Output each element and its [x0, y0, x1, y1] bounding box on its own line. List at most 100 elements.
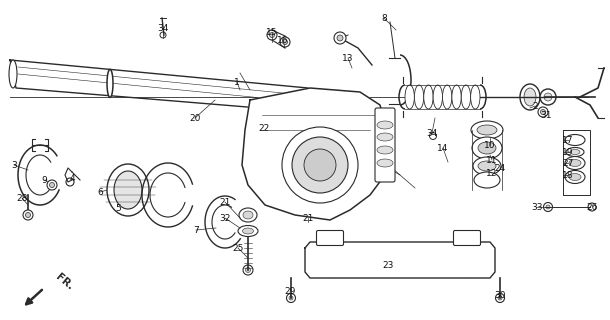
- Text: 4: 4: [69, 173, 75, 182]
- Ellipse shape: [114, 171, 142, 209]
- Circle shape: [243, 265, 253, 275]
- Text: 31: 31: [540, 110, 552, 119]
- Ellipse shape: [107, 69, 113, 97]
- FancyBboxPatch shape: [453, 230, 481, 245]
- Text: 8: 8: [381, 13, 387, 22]
- Ellipse shape: [520, 84, 540, 110]
- Ellipse shape: [268, 161, 282, 170]
- Ellipse shape: [474, 172, 500, 188]
- Circle shape: [245, 268, 251, 273]
- Text: 14: 14: [437, 143, 449, 153]
- Circle shape: [462, 234, 472, 243]
- Text: 29: 29: [284, 287, 296, 297]
- Ellipse shape: [471, 121, 503, 139]
- Ellipse shape: [243, 211, 253, 219]
- Circle shape: [287, 293, 295, 302]
- Text: 24: 24: [494, 164, 506, 172]
- Circle shape: [498, 296, 502, 300]
- Text: 34: 34: [157, 23, 169, 33]
- Ellipse shape: [433, 85, 442, 109]
- Text: 6: 6: [97, 188, 103, 196]
- Ellipse shape: [424, 85, 433, 109]
- FancyBboxPatch shape: [317, 230, 343, 245]
- Ellipse shape: [9, 60, 17, 88]
- Text: 3: 3: [11, 161, 17, 170]
- Circle shape: [304, 149, 336, 181]
- Text: 18: 18: [562, 171, 574, 180]
- Ellipse shape: [414, 85, 424, 109]
- Circle shape: [326, 234, 334, 243]
- FancyBboxPatch shape: [375, 108, 395, 182]
- Ellipse shape: [477, 125, 497, 135]
- Ellipse shape: [238, 226, 258, 236]
- Circle shape: [267, 30, 277, 40]
- Text: 34: 34: [426, 129, 438, 138]
- Text: 25: 25: [232, 244, 243, 252]
- Text: 1: 1: [234, 77, 240, 86]
- Text: 10: 10: [484, 140, 496, 149]
- Circle shape: [23, 210, 33, 220]
- Text: 20: 20: [189, 114, 201, 123]
- Circle shape: [270, 33, 274, 37]
- Ellipse shape: [565, 171, 585, 183]
- Ellipse shape: [405, 85, 414, 109]
- Text: 19: 19: [562, 148, 574, 156]
- Ellipse shape: [452, 85, 461, 109]
- Circle shape: [546, 205, 550, 209]
- Circle shape: [292, 137, 348, 193]
- Circle shape: [544, 203, 553, 212]
- Ellipse shape: [377, 159, 393, 167]
- Text: 23: 23: [382, 260, 393, 269]
- Text: 7: 7: [193, 226, 199, 235]
- Circle shape: [540, 89, 556, 105]
- Ellipse shape: [569, 159, 581, 166]
- Ellipse shape: [570, 149, 580, 155]
- Circle shape: [280, 37, 290, 47]
- Circle shape: [429, 132, 437, 140]
- Circle shape: [160, 32, 166, 38]
- Ellipse shape: [473, 157, 501, 175]
- Text: 17: 17: [562, 135, 574, 145]
- Text: 22: 22: [259, 124, 270, 132]
- Text: 21: 21: [220, 197, 231, 206]
- Circle shape: [49, 182, 54, 188]
- Ellipse shape: [461, 85, 471, 109]
- Text: 32: 32: [220, 213, 231, 222]
- Text: 27: 27: [562, 158, 573, 167]
- Circle shape: [258, 121, 272, 135]
- Text: 13: 13: [342, 53, 354, 62]
- Circle shape: [495, 293, 504, 302]
- Ellipse shape: [243, 228, 254, 234]
- Text: 5: 5: [115, 204, 121, 212]
- Ellipse shape: [107, 164, 149, 216]
- Ellipse shape: [377, 146, 393, 154]
- Text: 15: 15: [266, 28, 278, 36]
- Circle shape: [66, 178, 74, 186]
- Circle shape: [282, 39, 287, 44]
- Polygon shape: [305, 242, 495, 278]
- Ellipse shape: [471, 85, 480, 109]
- Circle shape: [289, 296, 293, 300]
- Circle shape: [544, 93, 552, 101]
- Ellipse shape: [377, 133, 393, 141]
- Ellipse shape: [565, 156, 585, 170]
- Ellipse shape: [442, 85, 452, 109]
- Ellipse shape: [569, 173, 581, 180]
- Circle shape: [540, 109, 545, 115]
- Ellipse shape: [524, 88, 536, 106]
- Ellipse shape: [478, 161, 496, 171]
- Text: 30: 30: [494, 291, 506, 300]
- Circle shape: [47, 180, 57, 190]
- Circle shape: [588, 203, 596, 211]
- Text: 12: 12: [486, 169, 498, 178]
- Text: 26: 26: [586, 203, 598, 212]
- Text: 33: 33: [531, 203, 543, 212]
- Ellipse shape: [377, 121, 393, 129]
- Circle shape: [337, 35, 343, 41]
- Text: 28: 28: [16, 194, 27, 203]
- Text: FR.: FR.: [54, 272, 75, 292]
- Ellipse shape: [565, 134, 585, 146]
- Circle shape: [282, 127, 358, 203]
- Circle shape: [262, 124, 268, 132]
- Ellipse shape: [270, 137, 279, 143]
